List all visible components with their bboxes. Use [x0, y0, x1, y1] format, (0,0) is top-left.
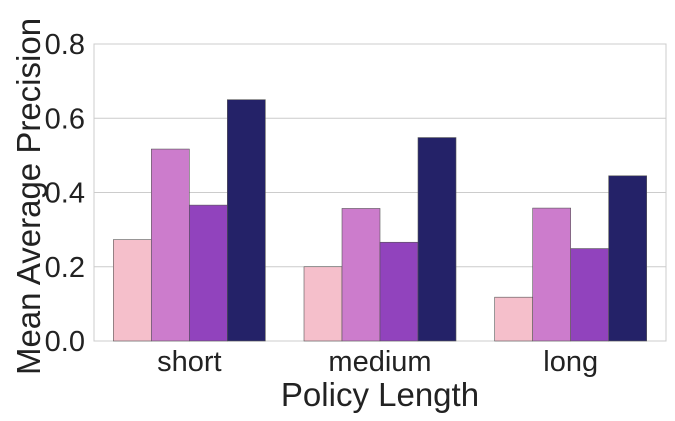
bar-medium-3	[379, 241, 419, 342]
bar-long-4	[608, 175, 647, 342]
y-tick-label: 0.6	[45, 103, 85, 135]
bars	[113, 99, 647, 342]
bar-short-2	[151, 148, 190, 342]
x-tick-label: short	[157, 346, 221, 378]
bar-short-4	[227, 99, 266, 342]
y-tick-labels: 0.0 0.2 0.4 0.6 0.8	[45, 29, 85, 358]
bar-medium-1	[303, 266, 343, 342]
bar-short-3	[189, 204, 228, 342]
x-tick-label: medium	[328, 346, 431, 378]
y-tick-label: 0.8	[45, 29, 85, 61]
x-tick-label: long	[543, 346, 598, 378]
y-tick-label: 0.4	[45, 178, 85, 210]
bar-long-2	[532, 207, 571, 342]
bar-medium-2	[341, 208, 381, 342]
x-axis-title: Policy Length	[281, 376, 479, 413]
bar-short-1	[113, 239, 152, 342]
bar-long-1	[494, 296, 533, 342]
y-axis-title: Mean Average Precision	[10, 18, 47, 375]
bar-medium-4	[417, 137, 457, 342]
y-tick-label: 0.2	[45, 252, 85, 284]
x-tick-labels: short medium long	[157, 346, 598, 378]
y-tick-label: 0.0	[45, 326, 85, 358]
bar-long-3	[570, 248, 609, 342]
